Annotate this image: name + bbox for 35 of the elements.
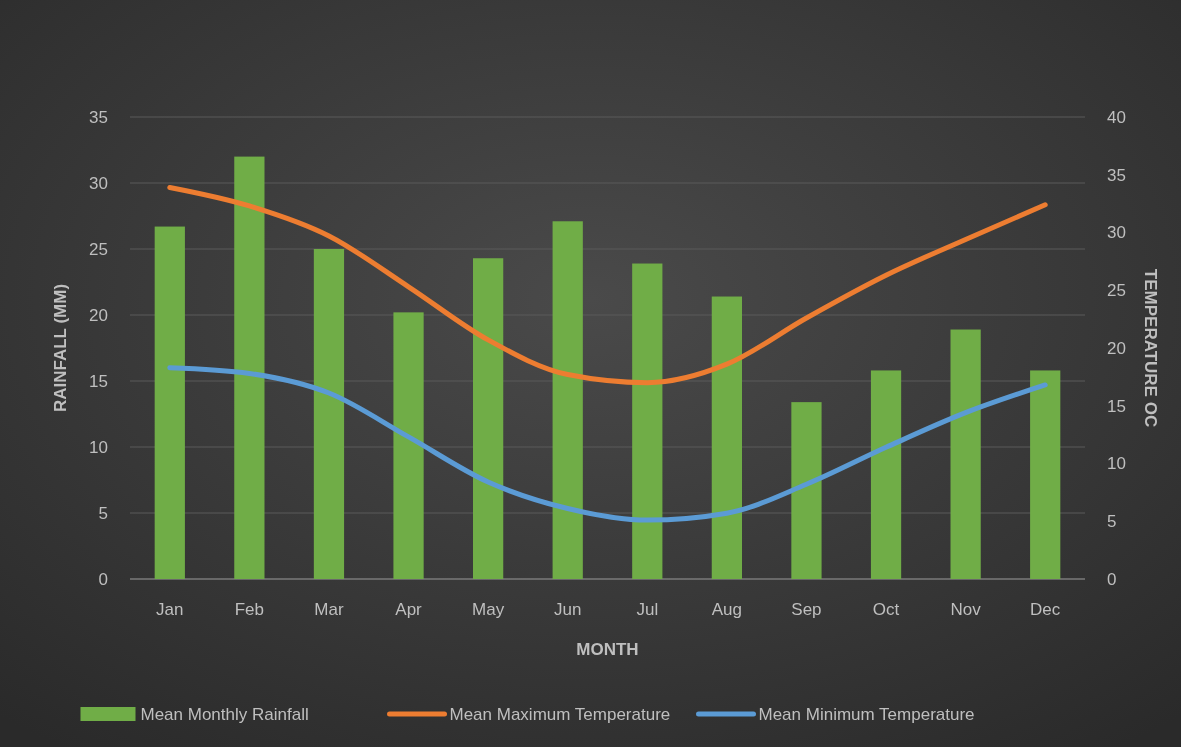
x-tick-label: Aug — [711, 600, 742, 619]
y-tick-label: 5 — [98, 503, 108, 523]
legend-label: Mean Minimum Temperature — [758, 705, 975, 725]
x-tick-label: Dec — [1030, 600, 1061, 619]
y2-tick-label: 10 — [1107, 454, 1126, 474]
y-axis-title: RAINFALL (MM) — [51, 283, 70, 413]
y-tick-label: 30 — [89, 173, 108, 193]
y2-tick-label: 15 — [1107, 396, 1126, 416]
y2-tick-label: 20 — [1107, 338, 1126, 358]
y2-tick-label: 40 — [1107, 107, 1126, 127]
y2-tick-label: 5 — [1107, 512, 1117, 532]
y2-tick-label: 35 — [1107, 165, 1126, 185]
y2-tick-label: 30 — [1107, 223, 1126, 243]
y-tick-label: 0 — [98, 569, 108, 589]
x-tick-label: Nov — [950, 600, 982, 619]
x-axis-title: MONTH — [576, 640, 639, 659]
legend-label: Mean Maximum Temperature — [449, 705, 671, 725]
x-tick-label: Jul — [636, 600, 659, 619]
x-tick-label: Jan — [156, 600, 184, 619]
y-tick-label: 10 — [89, 437, 108, 457]
x-tick-label: Sep — [791, 600, 822, 619]
x-tick-label: Mar — [314, 600, 344, 619]
x-tick-label: Jun — [554, 600, 582, 619]
x-tick-label: Feb — [234, 600, 265, 619]
y-tick-label: 20 — [89, 305, 108, 325]
y-tick-label: 15 — [89, 371, 108, 391]
y2-axis-title: TEMPERATURE OC — [1141, 268, 1160, 428]
x-tick-label: Oct — [872, 600, 900, 619]
y2-tick-label: 0 — [1107, 569, 1117, 589]
x-tick-label: May — [472, 600, 505, 619]
y2-tick-label: 25 — [1107, 281, 1126, 301]
x-tick-label: Apr — [395, 600, 423, 619]
y-tick-label: 25 — [89, 239, 108, 259]
legend-label: Mean Monthly Rainfall — [140, 705, 309, 725]
y-tick-label: 35 — [89, 107, 108, 127]
